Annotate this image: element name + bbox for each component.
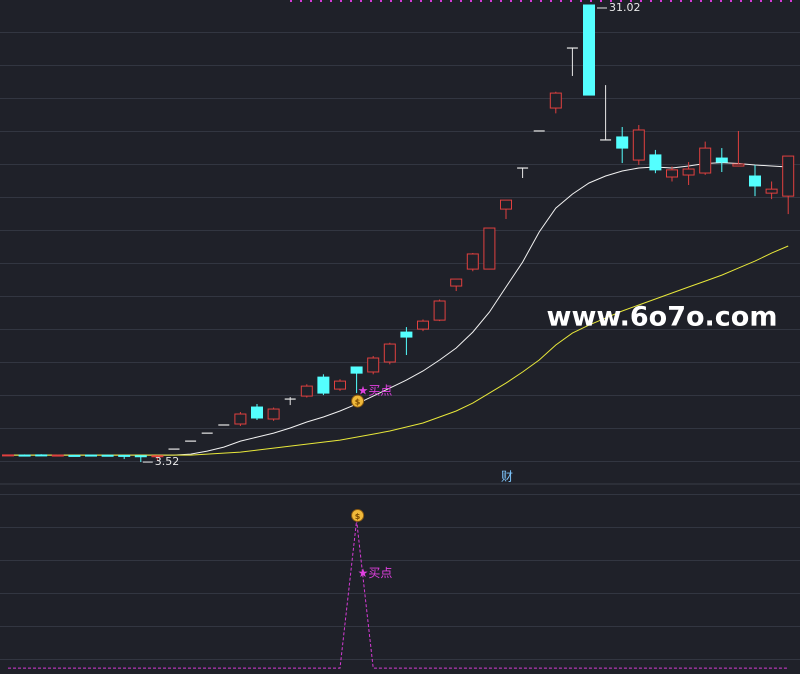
candle-body	[317, 376, 330, 394]
candle-body	[234, 413, 247, 425]
candle-body	[583, 4, 595, 96]
candle-body	[68, 454, 81, 457]
candle-body	[466, 253, 479, 270]
candle-body	[649, 154, 662, 171]
candle-body	[2, 454, 14, 457]
candle-body	[666, 169, 678, 178]
candle-body	[18, 454, 31, 457]
candle-body	[367, 357, 380, 373]
candle-body	[732, 163, 745, 167]
signal-icon-glyph: $	[355, 512, 361, 521]
candle-body	[500, 199, 512, 210]
signal-icon	[351, 394, 365, 408]
candle-body	[417, 320, 429, 330]
candle-body	[334, 380, 346, 390]
marker-label: 财	[501, 470, 513, 484]
candle-body	[251, 406, 263, 419]
candle-body	[433, 300, 446, 321]
candle-body	[450, 278, 463, 287]
candle-body	[267, 408, 280, 420]
moving-average	[8, 245, 789, 456]
candle-body	[765, 188, 778, 194]
candle-body	[85, 454, 97, 457]
candle-body	[51, 454, 64, 457]
watermark: www.6o7o.com	[547, 302, 778, 333]
indicator-line	[8, 520, 789, 669]
signal-icon	[351, 508, 365, 522]
candle-body	[101, 454, 114, 457]
candle-body	[483, 227, 496, 270]
signal-label: ★买点	[358, 566, 393, 580]
candle-body	[151, 455, 164, 458]
low-label: 3.52	[155, 455, 180, 468]
candle-body	[699, 147, 712, 174]
candle-body	[549, 92, 562, 109]
candle-body	[400, 331, 413, 338]
candle-body	[749, 175, 761, 187]
candle-body	[682, 168, 695, 176]
signal-label: ★买点	[358, 384, 393, 398]
candle-body	[118, 454, 131, 457]
candle-body	[616, 136, 629, 149]
candle-body	[715, 157, 728, 163]
candle-body	[134, 455, 147, 458]
candle-body	[35, 454, 48, 457]
candle-body	[350, 366, 363, 374]
candle-body	[383, 343, 396, 363]
high-label: 31.02	[609, 1, 641, 14]
candle-body	[632, 129, 645, 161]
signal-icon-glyph: $	[355, 398, 361, 407]
candle-body	[782, 155, 795, 197]
candle-body	[300, 385, 313, 397]
